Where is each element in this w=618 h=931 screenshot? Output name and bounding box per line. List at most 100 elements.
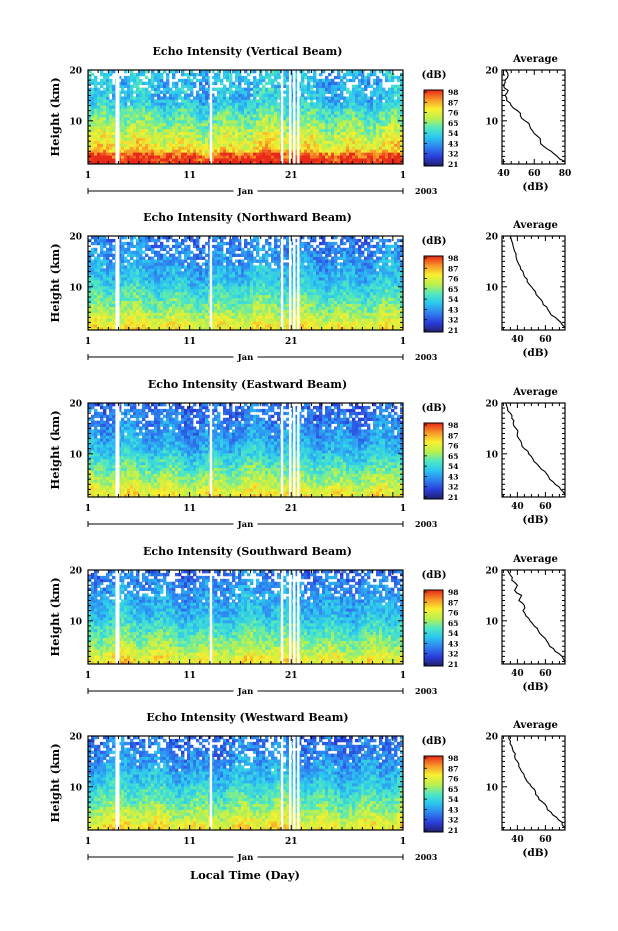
heatmap-cell [223,114,227,118]
heatmap-cell [184,105,188,109]
heatmap-cell [301,87,305,91]
heatmap-cell [235,143,239,147]
heatmap-cell [367,75,371,80]
heatmap-cell [226,318,230,322]
heatmap-cell [244,303,248,307]
heatmap-cell [262,312,266,316]
heatmap-cell [184,265,188,269]
heatmap-cell [106,108,110,112]
heatmap-cell [148,244,152,249]
heatmap-cell [343,81,347,86]
heatmap-cell [349,128,353,133]
heatmap-cell [184,152,188,156]
heatmap-cell [187,277,191,281]
heatmap-cell [100,250,104,255]
colorbar-tick-label: 43 [448,139,458,148]
heatmap-cell [172,96,176,100]
heatmap-cell [166,262,170,266]
heatmap-cell [247,125,251,130]
heatmap-cell [175,102,179,106]
heatmap-cell [397,99,401,103]
heatmap-cell [106,81,110,86]
heatmap-cell [373,72,377,77]
heatmap-cell [100,134,104,138]
heatmap-cell [133,262,137,266]
heatmap-cell [175,114,179,118]
heatmap-cell [151,134,155,138]
heatmap-cell [121,283,125,287]
heatmap-cell [166,250,170,255]
heatmap-cell [178,78,182,83]
heatmap-cell [214,78,218,83]
heatmap-cell [250,99,254,103]
heatmap-cell [160,143,164,147]
heatmap-cell [103,146,107,150]
heatmap-cell [181,149,185,153]
heatmap-cell [397,125,401,130]
heatmap-cell [235,78,239,83]
heatmap-cell [157,134,161,138]
heatmap-cell [382,102,386,106]
heatmap-cell [328,137,332,141]
heatmap-cell [106,306,110,310]
heatmap-cell [397,87,401,91]
heatmap-cell [286,108,290,112]
heatmap-cell [202,90,206,94]
heatmap-cell [271,155,275,159]
heatmap-cell [169,114,173,118]
heatmap-cell [310,102,314,106]
heatmap-cell [250,306,254,310]
heatmap-cell [163,291,167,296]
heatmap-cell [238,111,242,115]
heatmap-cell [139,238,143,243]
heatmap-cell [136,128,140,133]
heatmap-cell [325,122,329,127]
heatmap-cell [133,277,137,281]
heatmap-cell [91,96,95,100]
heatmap-cell [247,108,251,112]
heatmap-cell [184,134,188,138]
heatmap-cell [193,99,197,103]
heatmap-cell [349,108,353,112]
heatmap-cell [307,137,311,141]
heatmap-cell [217,309,221,313]
heatmap-cell [157,146,161,150]
heatmap-cell [106,105,110,109]
heatmap-cell [277,117,281,121]
heatmap-cell [343,155,347,159]
heatmap-cell [160,119,164,124]
avg-x-tick-label: 80 [559,169,572,179]
heatmap-cell [391,152,395,156]
heatmap-cell [103,312,107,316]
heatmap-cell [319,90,323,94]
heatmap-cell [313,125,317,130]
heatmap-cell [223,285,227,290]
heatmap-cell [190,102,194,106]
heatmap-cell [214,300,218,304]
heatmap-cell [367,128,371,133]
heatmap-cell [220,291,224,296]
heatmap-cell [202,262,206,266]
heatmap-cell [331,119,335,124]
heatmap-cell [214,158,218,162]
heatmap-cell [340,131,344,136]
heatmap-cell [259,309,263,313]
heatmap-cell [97,99,101,103]
heatmap-cell [373,119,377,124]
heatmap-cell [184,158,188,162]
heatmap-cell [160,268,164,272]
heatmap-cell [178,140,182,144]
heatmap-cell [166,99,170,103]
heatmap-cell [256,143,260,147]
heatmap-cell [259,318,263,322]
heatmap-cell [271,134,275,138]
heatmap-cell [151,93,155,97]
heatmap-cell [286,128,290,133]
heatmap-cell [196,99,200,103]
heatmap-cell [106,247,110,252]
heatmap-cell [256,119,260,124]
heatmap-cell [355,140,359,144]
heatmap-cell [181,259,185,263]
heatmap-cell [100,72,104,77]
heatmap-cell [313,93,317,97]
